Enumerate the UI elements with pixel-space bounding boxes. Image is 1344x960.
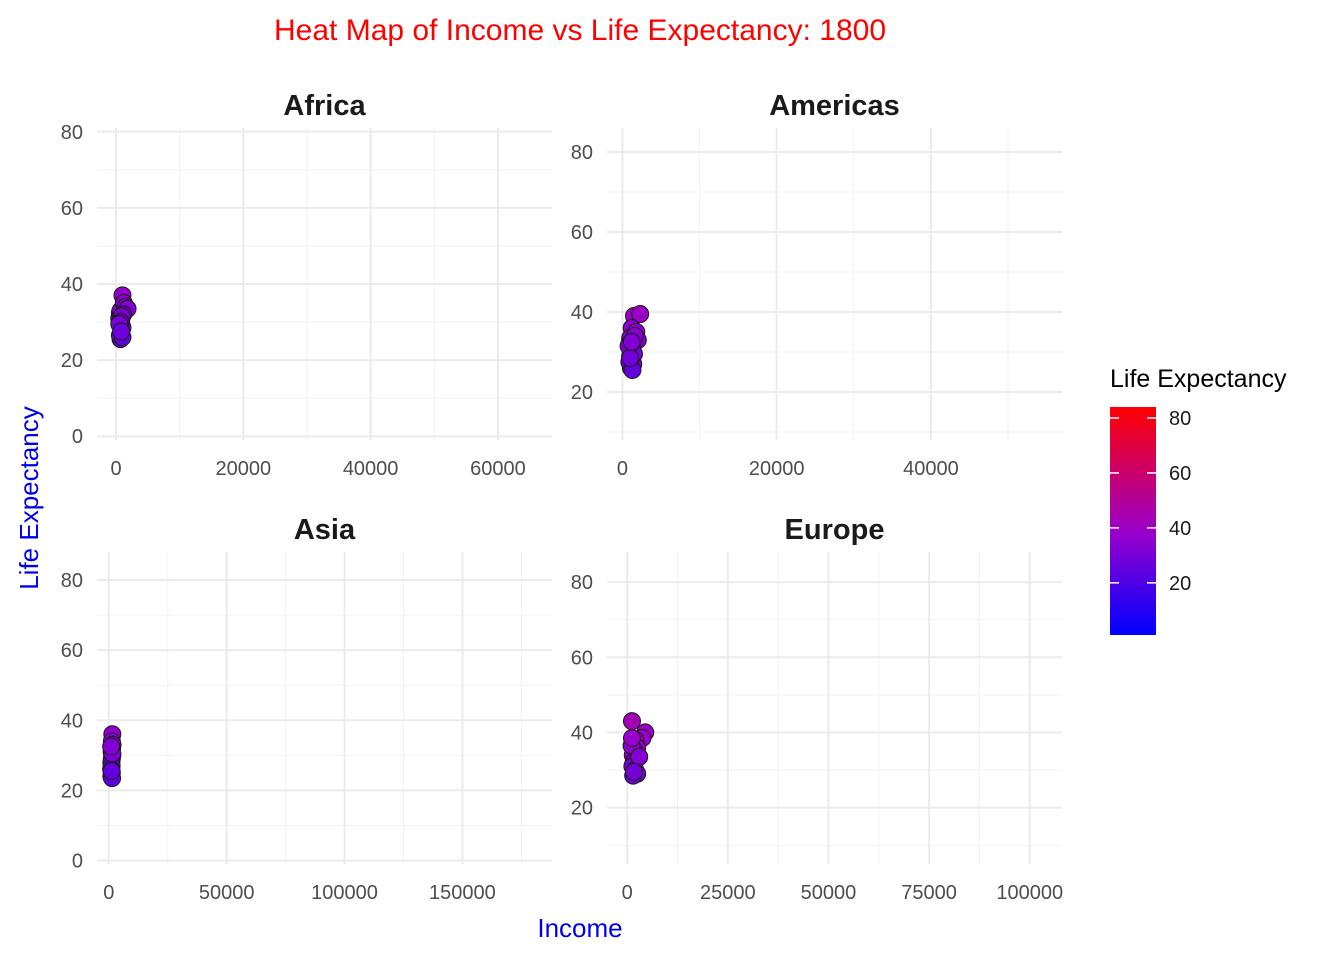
panel-europe: 0 25000 50000 75000 100000 20 40 60 80 Europe xyxy=(571,514,1063,904)
x-tick-label: 40000 xyxy=(343,458,399,480)
y-tick-label: 80 xyxy=(61,122,83,144)
y-tick-label: 80 xyxy=(571,142,593,164)
data-point xyxy=(112,322,131,341)
y-tick-label: 40 xyxy=(61,710,83,732)
x-tick-label: 150000 xyxy=(429,882,496,904)
x-tick-label: 100000 xyxy=(311,882,378,904)
legend-tick-label: 80 xyxy=(1169,408,1191,430)
y-tick-label: 80 xyxy=(61,570,83,592)
legend-tick-label: 40 xyxy=(1169,518,1191,540)
data-point xyxy=(622,333,641,351)
x-tick-label: 75000 xyxy=(901,882,957,904)
y-tick-label: 60 xyxy=(571,222,593,244)
data-point xyxy=(621,349,640,367)
legend-title: Life Expectancy xyxy=(1110,365,1287,393)
x-tick-label: 20000 xyxy=(749,458,805,480)
x-tick-label: 100000 xyxy=(996,882,1063,904)
y-tick-label: 80 xyxy=(571,572,593,594)
data-point xyxy=(622,712,641,731)
y-tick-label: 0 xyxy=(72,426,83,448)
y-tick-label: 40 xyxy=(571,722,593,744)
data-point xyxy=(622,729,641,748)
panel-asia: 0 50000 100000 150000 0 20 40 60 80 Asia xyxy=(61,514,552,904)
y-axis-label: Life Expectancy xyxy=(14,406,44,590)
x-tick-label: 60000 xyxy=(470,458,526,480)
panel-title: Europe xyxy=(785,514,885,546)
legend-tick-label: 60 xyxy=(1169,463,1191,485)
data-point xyxy=(630,747,649,766)
y-tick-label: 40 xyxy=(61,274,83,296)
y-tick-label: 60 xyxy=(61,198,83,220)
y-tick-label: 60 xyxy=(571,647,593,669)
data-point xyxy=(102,762,121,781)
data-point xyxy=(631,305,650,323)
panel-title: Americas xyxy=(769,90,900,122)
y-tick-label: 0 xyxy=(72,850,83,872)
data-point xyxy=(624,762,643,781)
y-tick-label: 20 xyxy=(61,350,83,372)
legend-tick-label: 20 xyxy=(1169,573,1191,595)
x-tick-label: 0 xyxy=(103,882,114,904)
x-axis-label: Income xyxy=(537,913,622,943)
x-tick-label: 40000 xyxy=(903,458,959,480)
x-tick-label: 20000 xyxy=(216,458,272,480)
color-legend: Life Expectancy 20 40 60 80 xyxy=(1110,365,1287,635)
panel-title: Asia xyxy=(294,514,356,546)
panel-title: Africa xyxy=(283,90,366,122)
y-tick-label: 20 xyxy=(61,780,83,802)
x-tick-label: 50000 xyxy=(801,882,857,904)
legend-ticks: 20 40 60 80 xyxy=(1110,408,1191,595)
x-tick-label: 25000 xyxy=(700,882,756,904)
x-tick-label: 0 xyxy=(617,458,628,480)
y-tick-label: 20 xyxy=(571,382,593,404)
chart-title: Heat Map of Income vs Life Expectancy: 1… xyxy=(274,14,886,47)
x-tick-label: 0 xyxy=(111,458,122,480)
y-tick-label: 40 xyxy=(571,302,593,324)
x-tick-label: 0 xyxy=(622,882,633,904)
y-tick-label: 60 xyxy=(61,640,83,662)
panel-americas: 0 20000 40000 20 40 60 80 Americas xyxy=(571,90,1062,480)
legend-colorbar xyxy=(1110,407,1156,635)
y-tick-label: 20 xyxy=(571,798,593,820)
panel-africa: 0 20000 40000 60000 0 20 40 60 80 Africa xyxy=(61,90,552,480)
data-point xyxy=(102,737,121,756)
x-tick-label: 50000 xyxy=(199,882,255,904)
